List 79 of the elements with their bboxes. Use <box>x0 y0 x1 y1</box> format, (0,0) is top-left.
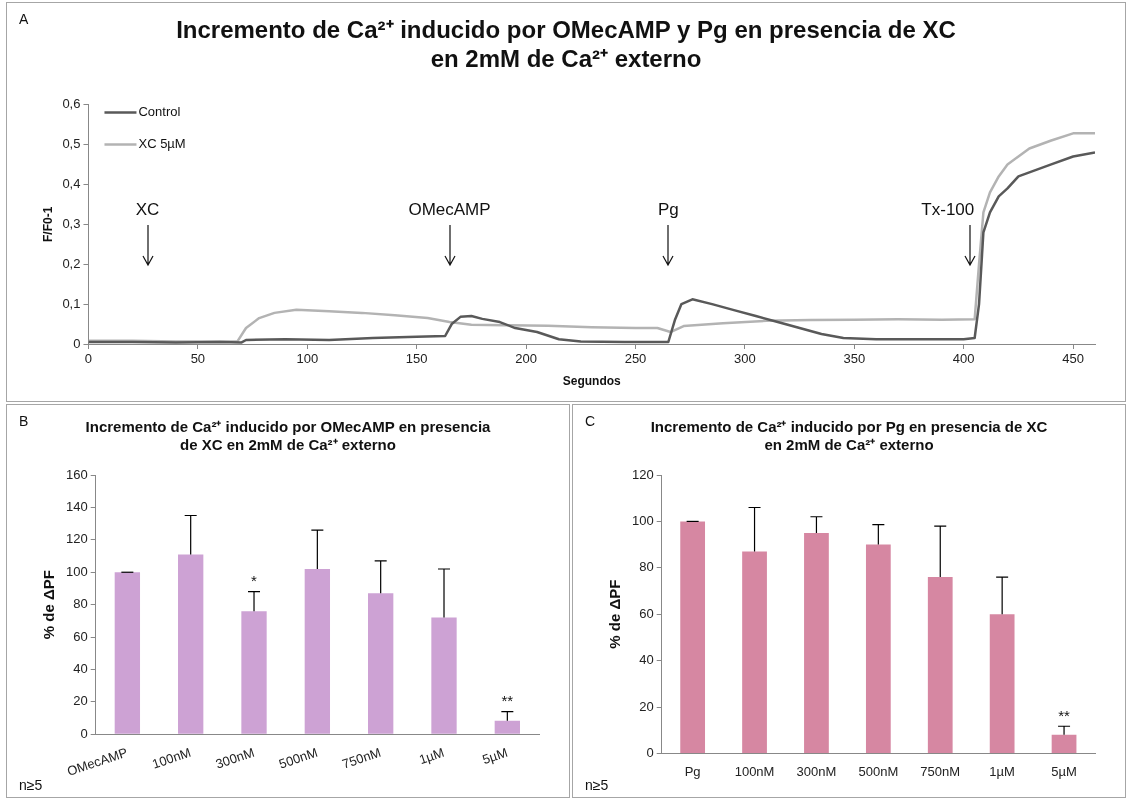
ref-line-label: XC <box>135 199 160 219</box>
x-tick-label: 450 <box>1062 351 1084 367</box>
bar <box>241 611 267 734</box>
bar <box>680 521 706 753</box>
x-tick-label: 500nM <box>858 763 899 779</box>
bar <box>742 551 767 753</box>
x-tick-label: 150 <box>405 351 428 367</box>
legend-label: Control <box>138 104 181 120</box>
x-tick-label: 1µM <box>989 763 1015 779</box>
y-axis-title: % de ΔPF <box>606 579 624 649</box>
ref-line-label: Tx-100 <box>921 199 975 219</box>
annotation: * <box>251 572 258 590</box>
x-tick-label: 750nM <box>340 744 383 772</box>
y-tick-label: 0,4 <box>62 175 81 191</box>
bar <box>1051 734 1077 753</box>
bar <box>865 544 891 753</box>
y-tick-label: 0,1 <box>62 295 81 311</box>
bar <box>114 572 141 734</box>
x-tick-label: 100nM <box>150 744 193 772</box>
legend-label: XC 5µM <box>138 136 186 152</box>
y-tick-label: 60 <box>639 605 654 621</box>
x-tick-label: 5µM <box>1051 763 1077 779</box>
chart-title: Incremento de Ca²⁺ inducido por Pg en presencia de XC en 2mM de Ca²⁺ externo <box>650 418 1048 454</box>
x-tick-label: 500nM <box>276 744 320 772</box>
bar <box>494 720 520 734</box>
y-tick-label: 40 <box>73 661 88 677</box>
x-tick-label: 400 <box>952 351 975 367</box>
y-tick-label: 0 <box>73 335 81 351</box>
y-tick-label: 20 <box>639 698 654 714</box>
y-tick-label: 100 <box>631 512 654 528</box>
y-tick-label: 140 <box>65 498 88 514</box>
x-tick-label: 300 <box>734 351 756 367</box>
y-tick-label: 0,2 <box>62 255 81 271</box>
bar <box>304 569 331 734</box>
x-tick-label: 100nM <box>734 763 775 779</box>
x-tick-label: 300nM <box>796 763 837 779</box>
y-tick-label: 40 <box>639 652 654 668</box>
x-tick-label: 750nM <box>920 763 961 779</box>
text: n≥5 <box>585 776 609 793</box>
y-tick-label: 20 <box>73 693 88 709</box>
y-tick-label: 0,6 <box>62 96 81 112</box>
y-tick-label: 60 <box>73 628 88 644</box>
text: A <box>19 10 29 27</box>
y-tick-label: 0 <box>80 725 88 741</box>
text: n≥5 <box>19 776 43 793</box>
y-axis-title: F/F0-1 <box>40 206 55 242</box>
x-tick-label: 50 <box>190 351 206 367</box>
text: B <box>19 412 29 429</box>
x-tick-label: 300nM <box>213 744 257 772</box>
bar <box>368 593 394 734</box>
annotation: ** <box>1058 706 1071 724</box>
bar <box>431 617 457 734</box>
y-tick-label: 0,5 <box>62 136 81 152</box>
y-axis-title: % de ΔPF <box>40 570 58 640</box>
y-tick-label: 120 <box>631 466 654 482</box>
bar <box>927 577 953 753</box>
annotation: ** <box>501 692 514 710</box>
y-tick-label: 0,3 <box>62 215 81 231</box>
x-tick-label: 5µM <box>480 744 510 768</box>
x-tick-label: 100 <box>296 351 319 367</box>
y-tick-label: 100 <box>65 563 88 579</box>
x-tick-label: 250 <box>624 351 647 367</box>
x-tick-label: 200 <box>515 351 537 367</box>
ref-line-label: OMecAMP <box>408 199 491 219</box>
y-tick-label: 80 <box>639 559 654 575</box>
chart-title: Incremento de Ca²⁺ inducido por OMecAMP en presencia de XC en 2mM de Ca²⁺ externo <box>85 418 492 454</box>
x-tick-label: 1µM <box>417 744 447 768</box>
chart-title: Incremento de Ca²⁺ inducido por OMecAMP y Pg en presencia de XC en 2mM de Ca²⁺ externo <box>176 16 956 72</box>
x-axis-title: Segundos <box>562 374 622 389</box>
x-tick-label: Pg <box>684 763 701 779</box>
bar <box>989 614 1015 753</box>
x-tick-label: 350 <box>843 351 866 367</box>
text: C <box>585 412 596 429</box>
bar <box>178 554 204 734</box>
bar <box>804 533 829 753</box>
y-tick-label: 120 <box>65 531 88 547</box>
y-tick-label: 80 <box>73 596 88 612</box>
y-tick-label: 160 <box>65 466 88 482</box>
ref-line-label: Pg <box>657 199 679 219</box>
